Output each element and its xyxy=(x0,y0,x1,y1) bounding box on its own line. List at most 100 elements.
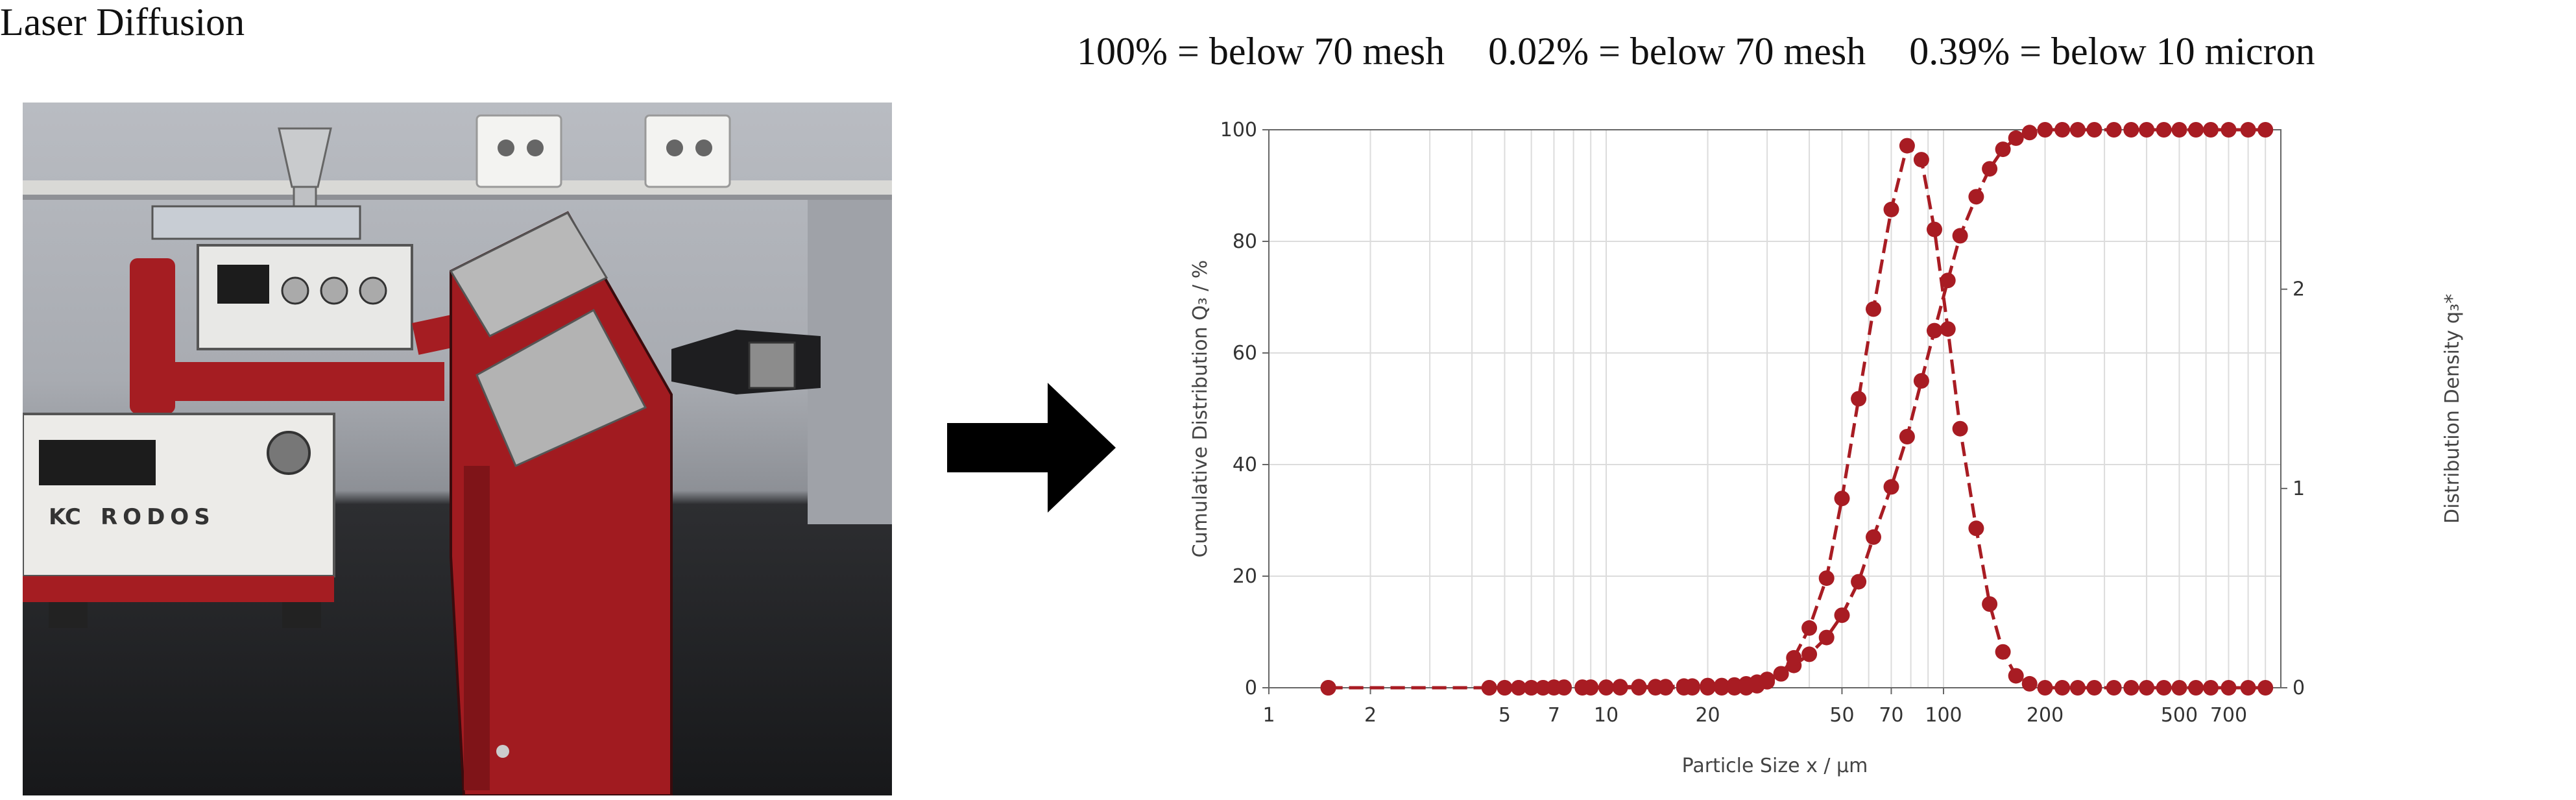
density-point xyxy=(1968,520,1984,537)
cumulative-point xyxy=(1851,574,1867,590)
chart-series xyxy=(1320,122,2274,696)
cumulative-point xyxy=(1968,189,1984,205)
y-tick-label-left: 20 xyxy=(1233,565,1257,588)
density-point xyxy=(2156,680,2172,696)
cumulative-point xyxy=(1883,479,1899,495)
instrument-photo: KC RODOS xyxy=(23,103,892,795)
device-badge: KC xyxy=(49,504,81,530)
x-tick-label: 5 xyxy=(1499,704,1511,727)
density-point xyxy=(2086,680,2102,696)
cumulative-point xyxy=(1940,273,1956,289)
density-point xyxy=(1913,152,1929,168)
laser-diffusion-title: Laser Diffusion xyxy=(0,1,245,43)
density-point xyxy=(2054,680,2071,696)
cumulative-point xyxy=(2037,122,2053,138)
y-axis-right-title: Distribution Density q₃* xyxy=(2441,294,2464,524)
x-tick-label: 700 xyxy=(2210,704,2247,727)
density-point xyxy=(2240,680,2256,696)
density-point xyxy=(1497,680,1513,696)
cumulative-point xyxy=(1927,322,1942,339)
density-point xyxy=(2139,680,2155,696)
density-point xyxy=(2069,680,2086,696)
density-point xyxy=(1851,391,1867,407)
density-point xyxy=(1714,680,1730,696)
cumulative-point xyxy=(2123,122,2139,138)
density-point xyxy=(1631,680,1647,696)
device-label: RODOS xyxy=(101,504,215,530)
density-point xyxy=(2021,675,2038,692)
y-tick-label-right: 1 xyxy=(2293,478,2305,500)
x-tick-label: 10 xyxy=(1594,704,1619,727)
x-tick-label: 500 xyxy=(2161,704,2198,727)
x-tick-label: 1 xyxy=(1262,704,1275,727)
x-tick-label: 70 xyxy=(1879,704,1903,727)
cumulative-point xyxy=(2257,122,2274,138)
density-point xyxy=(1773,666,1789,682)
density-point xyxy=(1612,680,1628,696)
density-point xyxy=(2037,680,2053,696)
x-tick-label: 100 xyxy=(1925,704,1962,727)
cumulative-point xyxy=(2203,122,2219,138)
cumulative-point xyxy=(2086,122,2102,138)
cumulative-point xyxy=(1913,373,1929,389)
density-point xyxy=(1481,680,1497,696)
cumulative-point xyxy=(1866,529,1881,545)
y-tick-label-right: 0 xyxy=(2293,677,2305,699)
y-axis-left: 0 20 40 60 80 100 xyxy=(1220,119,1269,699)
cumulative-point xyxy=(1801,646,1818,662)
density-point xyxy=(1940,321,1956,337)
cumulative-curve xyxy=(1328,128,2266,690)
density-point xyxy=(2203,680,2219,696)
density-point xyxy=(1818,570,1835,587)
density-point xyxy=(1511,680,1526,696)
summary-item: 0.39% = below 10 micron xyxy=(1909,30,2315,73)
density-point xyxy=(1952,420,1968,437)
density-point xyxy=(1927,221,1942,237)
density-point xyxy=(2188,680,2204,696)
density-point xyxy=(1657,680,1674,696)
summary-line: 100% = below 70 mesh 0.02% = below 70 me… xyxy=(1077,29,2349,74)
density-point xyxy=(1982,596,1998,612)
density-point xyxy=(1834,491,1850,507)
density-point xyxy=(2123,680,2139,696)
right-arrow-icon xyxy=(947,383,1116,513)
y-tick-label-left: 40 xyxy=(1233,454,1257,476)
density-point xyxy=(1899,138,1915,154)
x-tick-label: 20 xyxy=(1695,704,1720,727)
density-curve xyxy=(1328,142,2266,690)
density-point xyxy=(1684,680,1700,696)
y-tick-label-right: 2 xyxy=(2293,278,2305,301)
cumulative-point xyxy=(2240,122,2256,138)
y-tick-label-left: 100 xyxy=(1220,119,1257,141)
plot-frame xyxy=(1268,129,2281,688)
x-tick-label: 7 xyxy=(1548,704,1560,727)
cumulative-point xyxy=(1818,629,1835,646)
density-point xyxy=(2171,680,2187,696)
density-point xyxy=(1598,680,1614,696)
density-point xyxy=(2106,680,2122,696)
cumulative-point xyxy=(2008,130,2024,146)
density-point xyxy=(1995,644,2011,660)
cumulative-point xyxy=(1834,607,1850,624)
cumulative-point xyxy=(2221,122,2237,138)
density-point xyxy=(1535,680,1551,696)
density-point xyxy=(1583,680,1599,696)
y-axis-left-title: Cumulative Distribution Q₃ / % xyxy=(1189,260,1212,558)
density-point xyxy=(1320,680,1336,696)
cumulative-point xyxy=(2106,122,2122,138)
density-point xyxy=(1726,680,1742,696)
cumulative-point xyxy=(2171,122,2187,138)
density-point xyxy=(2008,668,2024,684)
density-point xyxy=(1759,673,1776,690)
density-point xyxy=(2257,680,2274,696)
cumulative-point xyxy=(1952,228,1968,244)
density-point xyxy=(1523,680,1539,696)
y-tick-label-left: 0 xyxy=(1245,677,1257,699)
density-point xyxy=(2221,680,2237,696)
density-point xyxy=(1786,649,1802,666)
y-tick-label-left: 80 xyxy=(1233,230,1257,253)
cumulative-point xyxy=(2139,122,2155,138)
density-point xyxy=(1700,680,1716,696)
x-axis: 1 2 5 7 10 20 50 70 100 200 500 700 xyxy=(1262,688,2247,727)
